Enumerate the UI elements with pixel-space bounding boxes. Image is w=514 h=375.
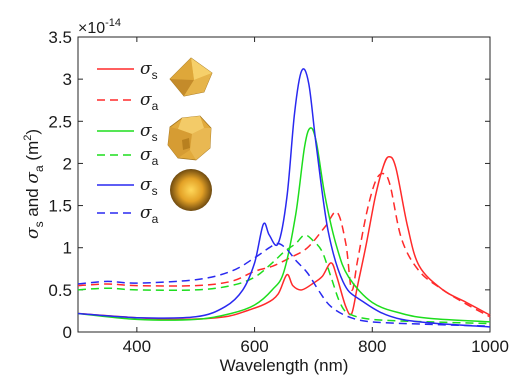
x-axis-title: Wavelength (nm) [220,356,349,375]
y-tick-label: 3 [63,70,72,89]
truncated-polyhedron-icon [167,115,212,161]
octahedron-icon [169,57,213,97]
y-tick-label: 3.5 [48,28,72,47]
series-line-sphere-a [77,242,491,327]
sphere-icon [170,169,212,211]
x-tick-label: 400 [123,337,151,356]
series-line-octahedron-s [77,155,491,321]
y-tick-label: 2 [63,154,72,173]
y-tick-label: 0 [63,323,72,342]
series-layer [77,68,491,328]
exponent-label: ×10-14 [78,17,121,37]
x-tick-label: 1000 [471,337,509,356]
y-tick-label: 0.5 [48,281,72,300]
series-line-truncated-polyhedron-s [77,127,491,323]
x-axis-ticks: 400 600 800 1000 [123,37,509,356]
series-line-sphere-s [77,68,491,328]
legend-label: σa [140,145,159,168]
y-tick-label: 1 [63,239,72,258]
y-axis-title: σs and σa (m2) [22,129,46,239]
legend-label: σs [140,175,158,198]
x-tick-label: 600 [240,337,268,356]
x-tick-label: 800 [358,337,386,356]
series-line-octahedron-a [77,172,491,318]
legend-label: σs [140,59,158,82]
legend-label: σa [140,90,159,113]
series-line-truncated-polyhedron-a [77,234,491,325]
legend-label: σs [140,121,158,144]
plot-frame [77,36,491,333]
y-axis-ticks: 0 0.5 1 1.5 2 2.5 3 3.5 [48,28,490,342]
legend-label: σa [140,203,159,226]
y-tick-label: 1.5 [48,197,72,216]
y-tick-label: 2.5 [48,112,72,131]
